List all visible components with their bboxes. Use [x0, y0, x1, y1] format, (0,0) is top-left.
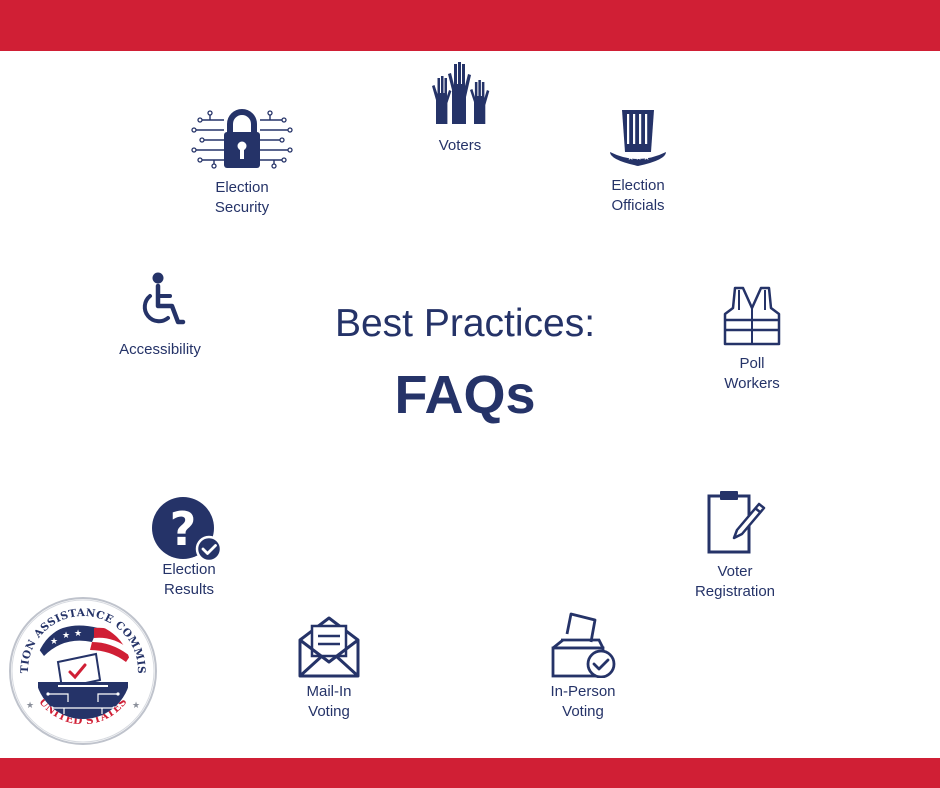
clipboard-pen-icon [707, 491, 766, 554]
eac-seal-logo: ELECTION ASSISTANCE COMMISSION UNITED ST… [8, 596, 157, 745]
open-envelope-icon [298, 616, 360, 678]
page-subtitle-faqs: FAQs [394, 365, 536, 425]
bottom-red-bar [0, 758, 940, 788]
question-check-icon: ? [152, 497, 223, 562]
svg-text:★: ★ [132, 701, 140, 711]
padlock-circuit-icon [191, 109, 293, 169]
faq-item-election-security[interactable]: Election Security [187, 108, 297, 218]
svg-text:★: ★ [635, 153, 642, 162]
faq-item-mail-in-voting[interactable]: Mail-In Voting [288, 614, 370, 722]
faq-item-accessibility[interactable]: Accessibility [110, 270, 210, 360]
faq-item-in-person-voting[interactable]: In-Person Voting [538, 612, 628, 722]
wheelchair-icon [142, 272, 186, 325]
faq-item-poll-workers[interactable]: Poll Workers [710, 286, 794, 394]
svg-text:★: ★ [627, 153, 634, 162]
svg-text:★: ★ [643, 153, 650, 162]
page-title: Best Practices: [334, 302, 596, 345]
svg-text:★: ★ [50, 637, 58, 647]
svg-text:?: ? [170, 502, 197, 556]
safety-vest-icon [723, 286, 781, 346]
top-red-bar [0, 0, 940, 51]
faq-item-voters[interactable]: Voters [420, 60, 500, 156]
ballot-box-check-icon [551, 612, 616, 678]
faq-item-election-results[interactable]: ? Election Results [144, 496, 234, 600]
svg-text:★: ★ [26, 701, 34, 711]
faq-item-voter-registration[interactable]: Voter Registration [688, 490, 782, 602]
svg-text:★: ★ [62, 631, 70, 641]
raised-hands-icon [432, 62, 490, 124]
uncle-sam-hat-icon: ★ ★ ★ [610, 110, 666, 166]
faq-item-election-officials[interactable]: ★ ★ ★ Election Officials [593, 108, 683, 216]
svg-text:★: ★ [74, 629, 82, 639]
